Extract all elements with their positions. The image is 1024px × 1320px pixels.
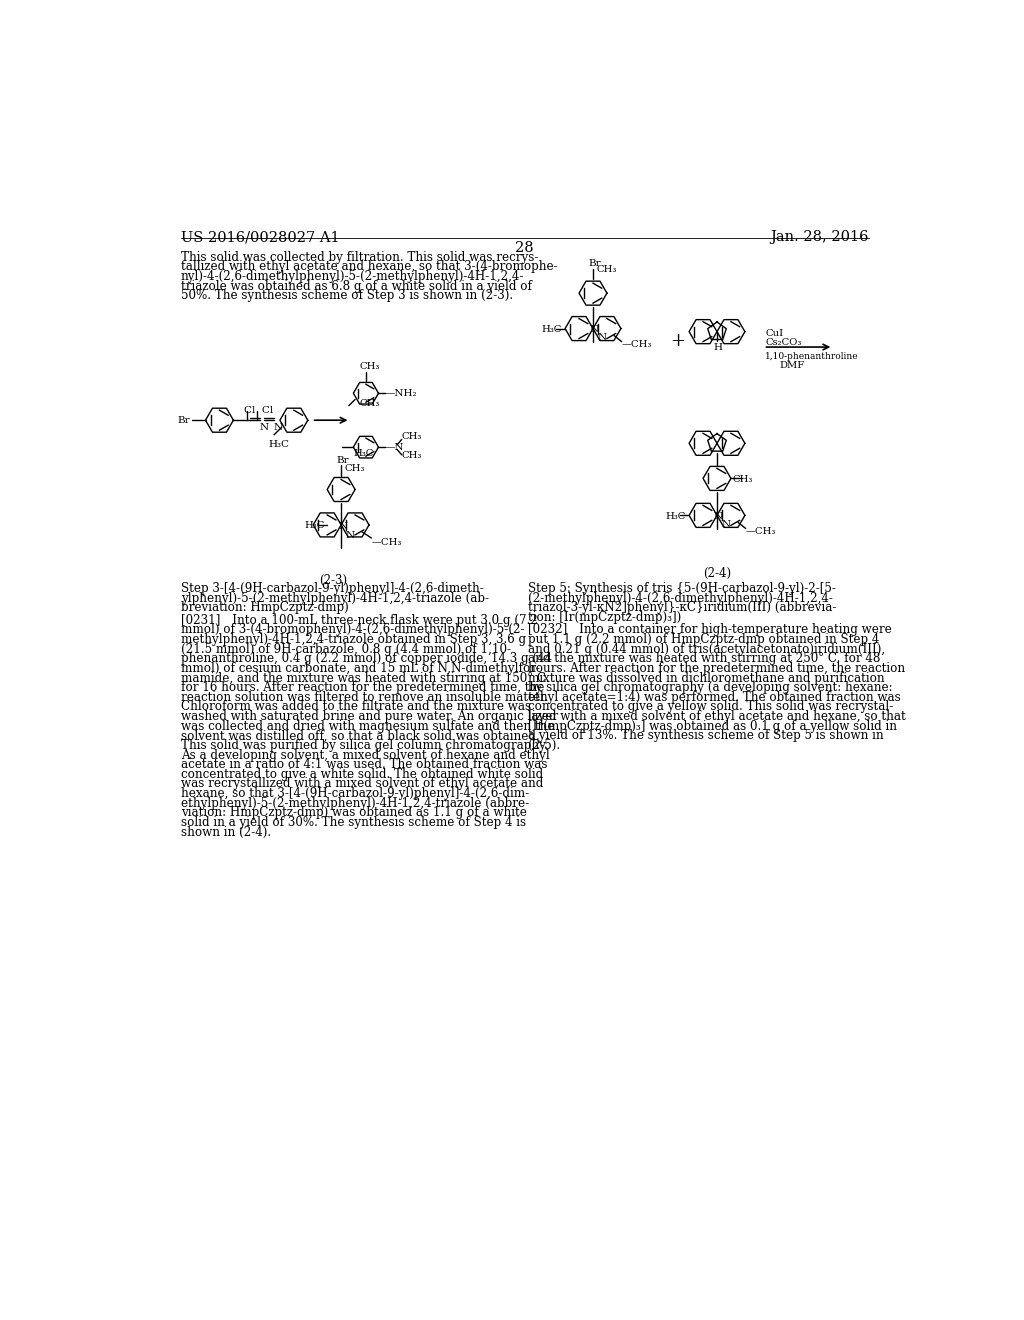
Text: N: N [338,521,347,531]
Text: solvent was distilled off, so that a black solid was obtained.: solvent was distilled off, so that a bla… [180,730,540,742]
Text: —NH₂: —NH₂ [385,389,418,399]
Text: put 1.1 g (2.2 mmol) of HmpCzptz-dmp obtained in Step 4: put 1.1 g (2.2 mmol) of HmpCzptz-dmp obt… [528,634,880,645]
Text: by silica gel chromatography (a developing solvent: hexane:: by silica gel chromatography (a developi… [528,681,893,694]
Text: concentrated to give a yellow solid. This solid was recrystal-: concentrated to give a yellow solid. Thi… [528,701,893,714]
Text: shown in (2-4).: shown in (2-4). [180,825,270,838]
Text: tion: [Ir(mpCzptz-dmp)₃]): tion: [Ir(mpCzptz-dmp)₃]) [528,611,681,624]
Text: —CH₃: —CH₃ [745,527,776,536]
Text: —CH₃: —CH₃ [372,539,401,546]
Text: [0231] Into a 100-mL three-neck flask were put 3.0 g (7.2: [0231] Into a 100-mL three-neck flask we… [180,614,538,627]
Text: reaction solution was filtered to remove an insoluble matter.: reaction solution was filtered to remove… [180,690,548,704]
Text: (2-methylphenyl)-4-(2,6-dimethylphenyl)-4H-1,2,4-: (2-methylphenyl)-4-(2,6-dimethylphenyl)-… [528,591,833,605]
Text: N: N [590,326,599,334]
Text: washed with saturated brine and pure water. An organic layer: washed with saturated brine and pure wat… [180,710,558,723]
Text: N: N [722,520,731,529]
Text: 50%. The synthesis scheme of Step 3 is shown in (2-3).: 50%. The synthesis scheme of Step 3 is s… [180,289,513,302]
Text: CH₃: CH₃ [401,432,422,441]
Text: N: N [346,531,355,540]
Text: (21.5 mmol) of 9H-carbazole, 0.8 g (4.4 mmol) of 1,10-: (21.5 mmol) of 9H-carbazole, 0.8 g (4.4 … [180,643,511,656]
Text: acetate in a ratio of 4:1 was used. The obtained fraction was: acetate in a ratio of 4:1 was used. The … [180,758,547,771]
Text: Step 5: Synthesis of tris {5-(9H-carbazol-9-yl)-2-[5-: Step 5: Synthesis of tris {5-(9H-carbazo… [528,582,836,595]
Text: Step 3-[4-(9H-carbazol-9-yl)phenyl]-4-(2,6-dimeth-: Step 3-[4-(9H-carbazol-9-yl)phenyl]-4-(2… [180,582,483,595]
Text: CH₃: CH₃ [359,362,380,371]
Text: CH₃: CH₃ [344,465,365,473]
Text: This solid was purified by silica gel column chromatography.: This solid was purified by silica gel co… [180,739,548,752]
Text: 28: 28 [515,240,535,255]
Text: and 0.21 g (0.44 mmol) of tris(acetylacetonato)iridium(III),: and 0.21 g (0.44 mmol) of tris(acetylace… [528,643,885,656]
Text: nyl)-4-(2,6-dimethylphenyl)-5-(2-methylphenyl)-4H-1,2,4-: nyl)-4-(2,6-dimethylphenyl)-5-(2-methylp… [180,271,524,282]
Text: DMF: DMF [779,360,804,370]
Text: tallized with ethyl acetate and hexane, so that 3-(4-bromophe-: tallized with ethyl acetate and hexane, … [180,260,557,273]
Text: concentrated to give a white solid. The obtained white solid: concentrated to give a white solid. The … [180,768,543,781]
Text: ethylphenyl)-5-(2-methylphenyl)-4H-1,2,4-triazole (abbre-: ethylphenyl)-5-(2-methylphenyl)-4H-1,2,4… [180,797,528,809]
Text: Br: Br [589,259,601,268]
Text: ethyl acetate=1:4) was performed. The obtained fraction was: ethyl acetate=1:4) was performed. The ob… [528,690,901,704]
Text: triazole was obtained as 6.8 g of a white solid in a yield of: triazole was obtained as 6.8 g of a whit… [180,280,531,293]
Text: N: N [260,424,269,432]
Text: H₃C: H₃C [268,440,289,449]
Text: Br: Br [337,455,349,465]
Text: H: H [713,343,722,352]
Text: phenanthroline, 0.4 g (2.2 mmol) of copper iodide, 14.3 g (44: phenanthroline, 0.4 g (2.2 mmol) of copp… [180,652,552,665]
Text: (2-5).: (2-5). [528,739,560,752]
Text: US 2016/0028027 A1: US 2016/0028027 A1 [180,230,339,244]
Text: breviation: HmpCzptz-dmp): breviation: HmpCzptz-dmp) [180,601,348,614]
Text: mamide, and the mixture was heated with stirring at 150° C.: mamide, and the mixture was heated with … [180,672,549,685]
Text: mixture was dissolved in dichloromethane and purification: mixture was dissolved in dichloromethane… [528,672,885,685]
Text: Br: Br [177,416,190,425]
Text: CH₃: CH₃ [359,400,380,408]
Text: Cl  Cl: Cl Cl [245,407,273,416]
Text: CH₃: CH₃ [596,265,616,275]
Text: H₃C: H₃C [304,521,325,531]
Text: for 16 hours. After reaction for the predetermined time, the: for 16 hours. After reaction for the pre… [180,681,544,694]
Text: N: N [714,512,723,521]
Text: was recrystallized with a mixed solvent of ethyl acetate and: was recrystallized with a mixed solvent … [180,777,543,791]
Text: hexane, so that 3-[4-(9H-carbazol-9-yl)phenyl]-4-(2,6-dim-: hexane, so that 3-[4-(9H-carbazol-9-yl)p… [180,787,528,800]
Text: —CH₃: —CH₃ [622,341,652,348]
Text: H₃C: H₃C [353,449,374,458]
Text: CH₃: CH₃ [732,475,753,483]
Text: a yield of 13%. The synthesis scheme of Step 5 is shown in: a yield of 13%. The synthesis scheme of … [528,730,884,742]
Text: was collected and dried with magnesium sulfate and then the: was collected and dried with magnesium s… [180,719,554,733]
Text: N: N [598,333,607,342]
Text: and the mixture was heated with stirring at 250° C. for 48: and the mixture was heated with stirring… [528,652,881,665]
Text: CH₃: CH₃ [401,451,422,459]
Text: +: + [671,331,685,350]
Text: methylphenyl)-4H-1,2,4-triazole obtained in Step 3, 3.6 g: methylphenyl)-4H-1,2,4-triazole obtained… [180,634,526,645]
Text: This solid was collected by filtration. This solid was recrys-: This solid was collected by filtration. … [180,251,538,264]
Text: [Ir(mpCzptz-dmp)₃] was obtained as 0.1 g of a yellow solid in: [Ir(mpCzptz-dmp)₃] was obtained as 0.1 g… [528,719,897,733]
Text: triazol-3-yl-κN2]phenyl}-κC}iridium(III) (abbrevia-: triazol-3-yl-κN2]phenyl}-κC}iridium(III)… [528,601,837,614]
Text: 1,10-phenanthroline: 1,10-phenanthroline [765,351,859,360]
Text: CuI: CuI [765,329,783,338]
Text: ylphenyl)-5-(2-methylphenyl)-4H-1,2,4-triazole (ab-: ylphenyl)-5-(2-methylphenyl)-4H-1,2,4-tr… [180,591,488,605]
Text: mmol) of 3-(4-bromophenyl)-4-(2,6-dimethylphenyl)-5-(2-: mmol) of 3-(4-bromophenyl)-4-(2,6-dimeth… [180,623,524,636]
Text: H₃C: H₃C [666,512,686,520]
Text: Cs₂CO₃: Cs₂CO₃ [765,338,802,347]
Text: Jan. 28, 2016: Jan. 28, 2016 [770,230,869,244]
Text: mmol) of cesium carbonate, and 15 mL of N,N-dimethylfor-: mmol) of cesium carbonate, and 15 mL of … [180,663,540,675]
Text: N: N [273,424,283,432]
Text: —N: —N [385,444,404,453]
Text: (2-3): (2-3) [319,574,347,587]
Text: (2-4): (2-4) [702,566,731,579]
Text: As a developing solvent, a mixed solvent of hexane and ethyl: As a developing solvent, a mixed solvent… [180,748,550,762]
Text: viation: HmpCzptz-dmp) was obtained as 1.1 g of a white: viation: HmpCzptz-dmp) was obtained as 1… [180,807,526,820]
Text: H₃C: H₃C [542,325,562,334]
Text: hours. After reaction for the predetermined time, the reaction: hours. After reaction for the predetermi… [528,663,905,675]
Text: lized with a mixed solvent of ethyl acetate and hexane, so that: lized with a mixed solvent of ethyl acet… [528,710,905,723]
Text: solid in a yield of 30%. The synthesis scheme of Step 4 is: solid in a yield of 30%. The synthesis s… [180,816,526,829]
Text: Chloroform was added to the filtrate and the mixture was: Chloroform was added to the filtrate and… [180,701,530,714]
Text: [0232] Into a container for high-temperature heating were: [0232] Into a container for high-tempera… [528,623,892,636]
